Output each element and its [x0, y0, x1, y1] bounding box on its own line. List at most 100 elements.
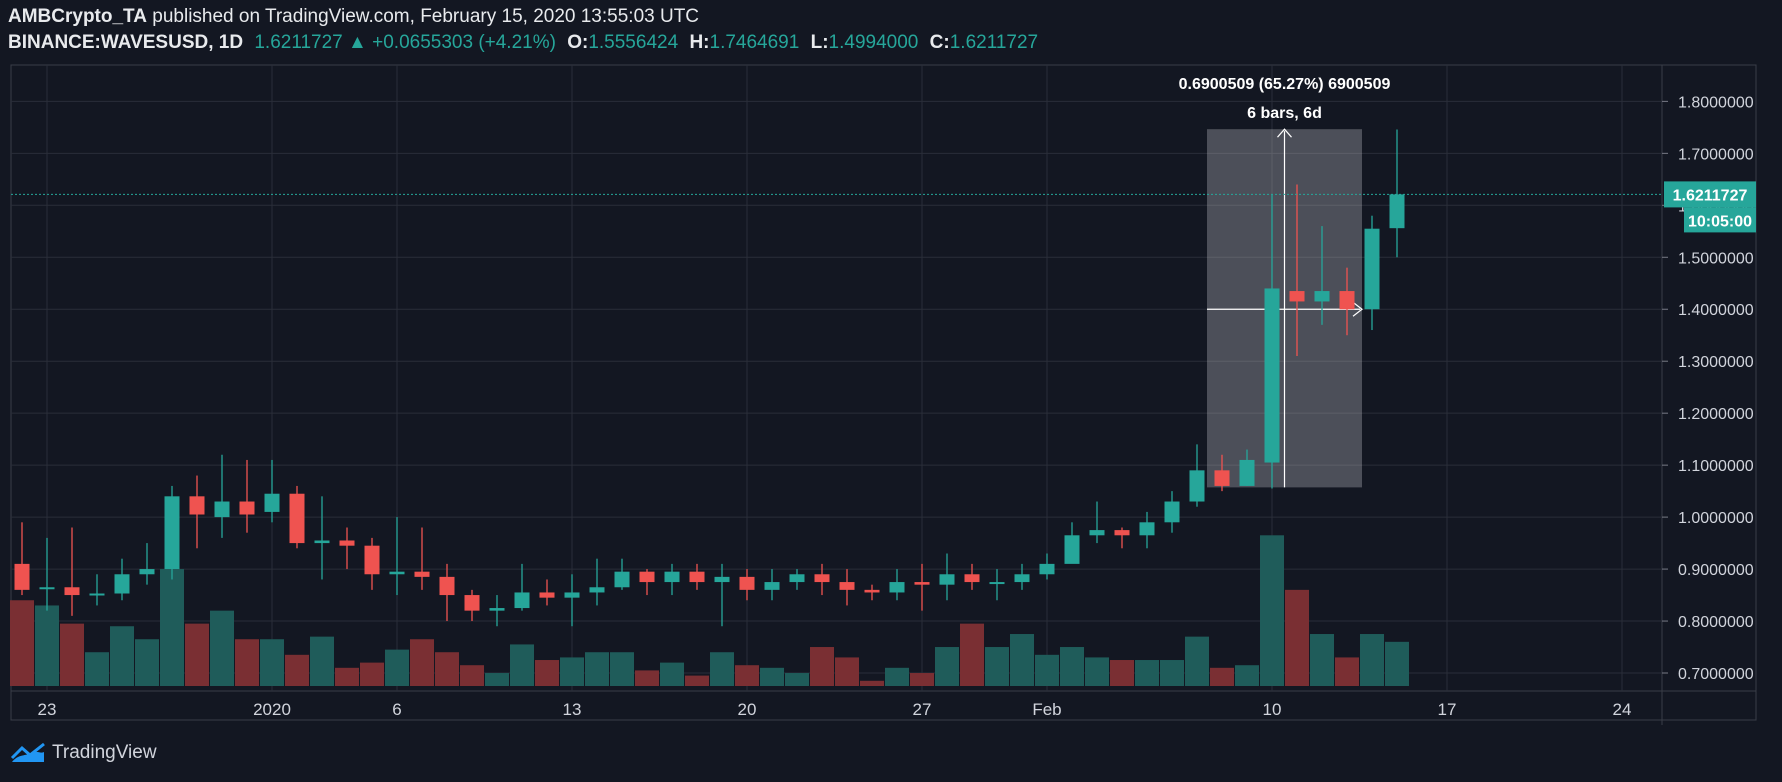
x-tick-label: 6 — [392, 700, 401, 719]
price-change: +0.0655303 (+4.21%) — [372, 32, 556, 53]
high-value: 1.7464691 — [709, 32, 800, 53]
volume-bar — [810, 647, 834, 686]
candle-body — [1239, 459, 1255, 486]
price-badge-bg — [1664, 181, 1756, 208]
candle-body — [739, 576, 755, 590]
y-tick-label: 1.3000000 — [1678, 354, 1754, 371]
volume-bar — [1035, 654, 1059, 686]
volume-bar — [685, 675, 709, 686]
volume-bar — [1185, 636, 1209, 686]
candle-body — [539, 592, 555, 598]
volume-bar — [960, 623, 984, 686]
volume-bar — [585, 652, 609, 686]
y-tick-label: 0.8000000 — [1678, 614, 1754, 631]
volume-bar — [660, 662, 684, 686]
volume-bar — [285, 654, 309, 686]
x-tick-label: 27 — [913, 700, 932, 719]
volume-bar — [710, 652, 734, 686]
volume-bar — [85, 652, 109, 686]
candle-body — [1389, 194, 1405, 229]
symbol-name[interactable]: BINANCE:WAVESUSD, 1D — [8, 32, 244, 53]
publish-text: published on TradingView.com, February 1… — [152, 6, 700, 27]
candle-body — [939, 574, 955, 585]
volume-bar — [1110, 660, 1134, 686]
candle-body — [14, 563, 30, 590]
volume-bar — [760, 667, 784, 686]
open-label: O: — [567, 32, 589, 53]
tradingview-logo-icon — [10, 742, 45, 762]
volume-bar — [335, 667, 359, 686]
candle-body — [1364, 228, 1380, 310]
candle-body — [1039, 563, 1055, 575]
volume-bar — [735, 665, 759, 686]
candle-body — [1264, 288, 1280, 463]
high-label: H: — [689, 32, 710, 53]
volume-bar — [1235, 665, 1259, 686]
candle-body — [1189, 470, 1205, 502]
volume-bar — [1285, 589, 1309, 686]
candle-body — [964, 574, 980, 583]
volume-bar — [510, 644, 534, 686]
candle-body — [189, 496, 205, 515]
candle-body — [1064, 535, 1080, 564]
volume-bar — [360, 662, 384, 686]
volume-bar — [885, 667, 909, 686]
volume-bar — [535, 660, 559, 686]
price-badge-text: 1.6211727 — [1673, 187, 1748, 204]
volume-bar — [385, 649, 409, 686]
x-tick-label: 24 — [1613, 700, 1632, 719]
y-tick-label: 0.7000000 — [1678, 666, 1754, 683]
candle-body — [289, 493, 305, 544]
candle-body — [64, 587, 80, 596]
volume-bar — [410, 639, 434, 686]
x-tick-label: 2020 — [253, 700, 291, 719]
low-value: 1.4994000 — [828, 32, 919, 53]
y-tick-label: 1.5000000 — [1678, 250, 1754, 267]
y-tick-label: 1.1000000 — [1678, 458, 1754, 475]
candle-body — [364, 545, 380, 575]
last-price: 1.6211727 — [254, 32, 343, 53]
candle-body — [339, 540, 355, 546]
candle-body — [264, 493, 280, 512]
candle-body — [1164, 501, 1180, 523]
volume-bar — [435, 652, 459, 686]
volume-bar — [1010, 634, 1034, 686]
volume-bar — [560, 657, 584, 686]
candle-body — [214, 501, 230, 518]
candle-body — [389, 571, 405, 575]
x-tick-label: 17 — [1438, 700, 1457, 719]
volume-bar — [10, 600, 34, 686]
volume-bar — [485, 673, 509, 686]
y-tick-label: 1.0000000 — [1678, 510, 1754, 527]
volume-bar — [635, 670, 659, 686]
candle-body — [689, 571, 705, 583]
candle-body — [464, 595, 480, 611]
brand-name: TradingView — [52, 742, 157, 763]
candle-body — [1014, 574, 1030, 583]
candle-body — [914, 582, 930, 585]
candle-body — [1089, 530, 1105, 536]
candle-body — [439, 576, 455, 596]
volume-bar — [310, 636, 334, 686]
open-value: 1.5556424 — [588, 32, 679, 53]
candle-body — [614, 571, 630, 588]
volume-bar — [210, 610, 234, 686]
y-tick-label: 1.8000000 — [1678, 94, 1754, 111]
volume-bar — [1160, 660, 1184, 686]
candle-body — [1139, 522, 1155, 536]
candle-body — [1314, 291, 1330, 302]
publisher-name[interactable]: AMBCrypto_TA — [8, 6, 147, 27]
candle-body — [1339, 291, 1355, 310]
volume-bar — [1360, 634, 1384, 686]
symbol-legend: BINANCE:WAVESUSD, 1D 1.6211727 ▲ +0.0655… — [8, 32, 1038, 54]
candle-body — [889, 582, 905, 593]
volume-bar — [1210, 667, 1234, 686]
tradingview-brand[interactable]: TradingView — [10, 742, 157, 764]
y-tick-label: 1.4000000 — [1678, 302, 1754, 319]
candle-body — [714, 576, 730, 583]
volume-bar — [460, 665, 484, 686]
volume-bar — [1060, 647, 1084, 686]
candle-body — [39, 587, 55, 590]
volume-bar — [110, 626, 134, 686]
